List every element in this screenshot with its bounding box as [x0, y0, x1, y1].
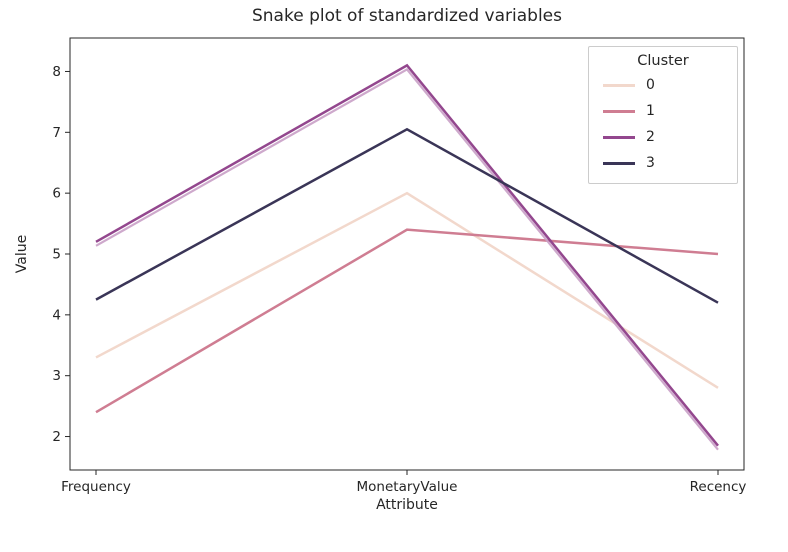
- legend-item-cluster-1: 1: [597, 98, 729, 124]
- legend-item-cluster-3: 3: [597, 150, 729, 176]
- y-tick-label: 6: [52, 186, 61, 202]
- y-tick-label: 5: [52, 247, 61, 263]
- series-line-cluster-3: [95, 127, 719, 304]
- legend-swatch-cluster-0: [603, 83, 635, 87]
- y-tick-label: 7: [52, 125, 61, 141]
- legend-swatch-cluster-3: [603, 161, 635, 165]
- legend-item-cluster-2: 2: [597, 124, 729, 150]
- x-axis-label: Attribute: [376, 497, 438, 513]
- legend-title: Cluster: [637, 53, 689, 69]
- legend-swatch-cluster-2: [603, 135, 635, 139]
- legend-item-cluster-0: 0: [597, 72, 729, 98]
- y-tick-label: 3: [52, 368, 61, 384]
- series-shadow-cluster-2: [95, 67, 719, 451]
- y-tick-label: 4: [52, 307, 61, 323]
- series-line-cluster-1: [95, 228, 719, 414]
- series-line-cluster-2: [95, 63, 719, 447]
- legend-swatch-cluster-1: [603, 109, 635, 113]
- legend-label-cluster-1: 1: [646, 103, 655, 119]
- y-tick-label: 2: [52, 429, 61, 445]
- legend-label-cluster-3: 3: [646, 155, 655, 171]
- y-tick-label: 8: [52, 64, 61, 80]
- x-tick-label: MonetaryValue: [357, 479, 458, 495]
- legend: Cluster 0 1 2 3: [588, 46, 738, 184]
- legend-label-cluster-2: 2: [646, 129, 655, 145]
- legend-items: 0 1 2 3: [597, 72, 729, 176]
- x-tick-label: Recency: [690, 479, 747, 495]
- legend-label-cluster-0: 0: [646, 77, 655, 93]
- chart-title: Snake plot of standardized variables: [251, 6, 562, 26]
- x-tick-label: Frequency: [61, 479, 131, 495]
